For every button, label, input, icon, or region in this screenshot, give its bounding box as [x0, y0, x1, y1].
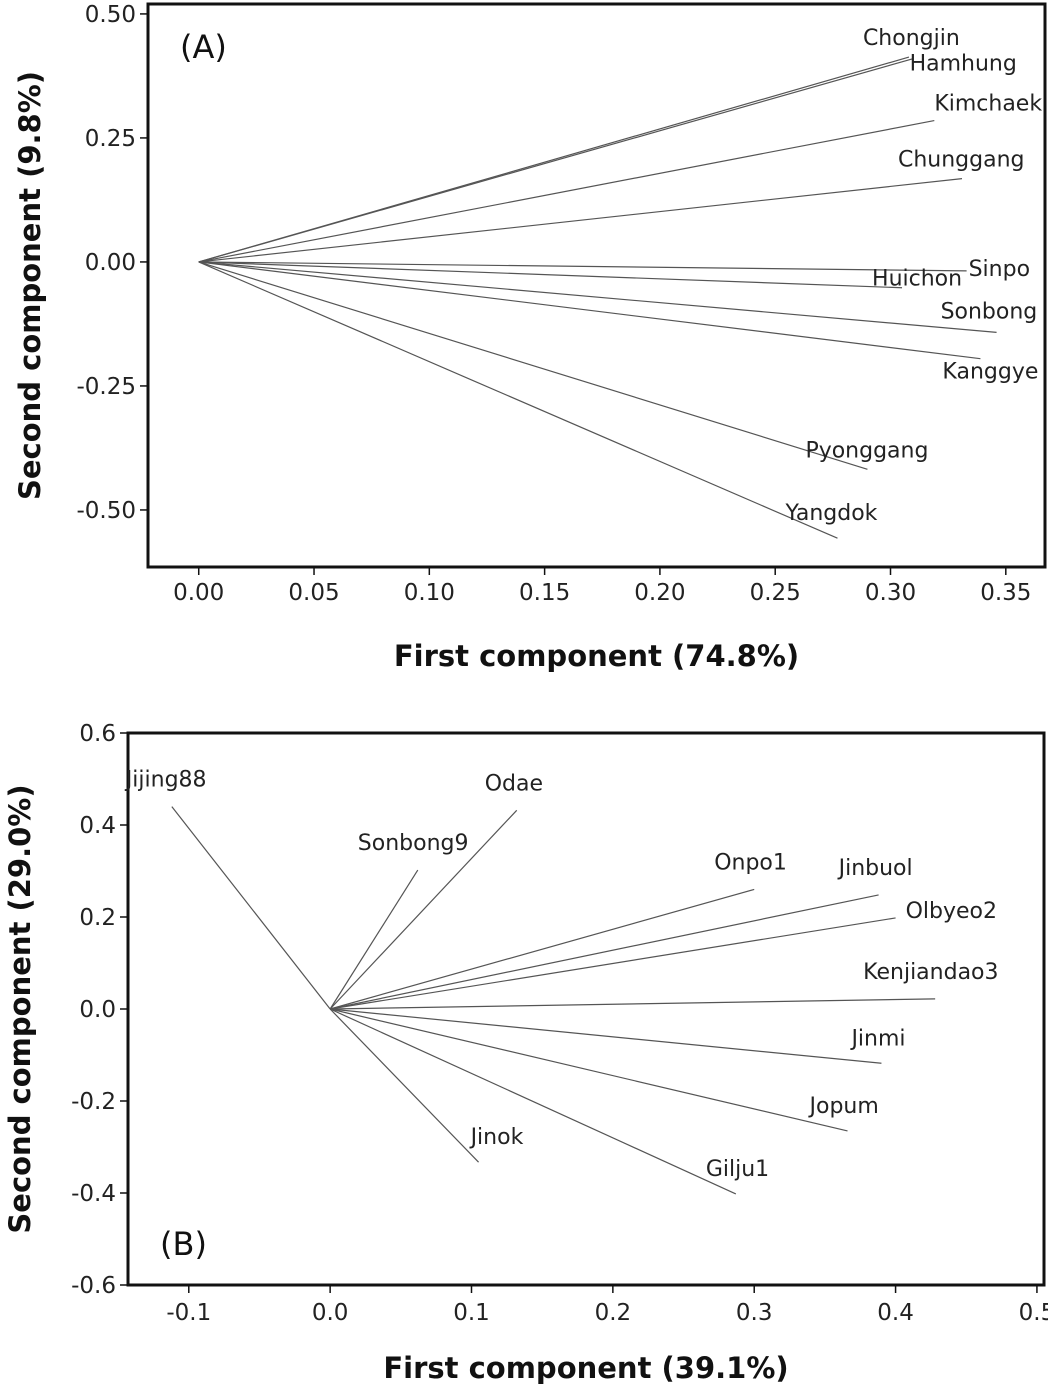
- vector-label-jijing88: Jijing88: [124, 768, 207, 793]
- vector-label-kanggye: Kanggye: [942, 360, 1038, 385]
- x-tick-label: 0.00: [173, 580, 224, 606]
- y-axis-title: Second component (9.8%): [13, 71, 47, 500]
- vector-kanggye: [198, 261, 981, 360]
- vector-jijing88: [171, 806, 331, 1010]
- y-tick-label: 0.6: [79, 721, 116, 747]
- x-tick-label: 0.15: [519, 580, 570, 606]
- x-tick-label: 0.1: [453, 1300, 490, 1326]
- vector-label-kenjiandao3: Kenjiandao3: [863, 960, 998, 985]
- vector-gilju1: [329, 1008, 737, 1195]
- x-tick-label: 0.2: [595, 1300, 632, 1326]
- plot-frame: [146, 2, 1047, 569]
- vector-label-olbyeo2: Olbyeo2: [906, 899, 997, 924]
- vector-huichon: [198, 261, 903, 289]
- vector-chunggang: [198, 178, 963, 263]
- x-tick-label: -0.1: [166, 1300, 211, 1326]
- vector-label-chongjin: Chongjin: [863, 26, 960, 51]
- x-tick-label: 0.35: [980, 580, 1031, 606]
- vector-sonbong: [198, 261, 997, 333]
- vector-label-jopum: Jopum: [808, 1094, 879, 1119]
- vector-jinbuol: [330, 894, 879, 1010]
- x-tick-label: 0.05: [288, 580, 339, 606]
- vector-label-odae: Odae: [485, 771, 543, 796]
- vector-label-jinbuol: Jinbuol: [837, 856, 913, 881]
- vector-label-yangdok: Yangdok: [784, 501, 877, 526]
- y-axis-title: Second component (29.0%): [3, 784, 37, 1233]
- x-tick-label: 0.25: [750, 580, 801, 606]
- vector-kenjiandao3: [330, 998, 936, 1010]
- panel-label: (B): [160, 1225, 207, 1263]
- vector-odae: [329, 809, 518, 1010]
- y-tick-label: 0.0: [79, 997, 116, 1023]
- vector-label-jinok: Jinok: [469, 1125, 524, 1150]
- vector-sonbong9: [329, 869, 419, 1010]
- x-tick-label: 0.10: [404, 580, 455, 606]
- vector-label-sinpo: Sinpo: [969, 257, 1030, 282]
- vector-pyonggang: [198, 261, 868, 470]
- vector-label-sonbong: Sonbong: [941, 299, 1038, 324]
- y-tick-label: 0.00: [85, 250, 136, 276]
- y-tick-label: 0.25: [85, 126, 136, 152]
- vector-label-jinmi: Jinmi: [849, 1026, 905, 1051]
- y-tick-label: 0.50: [85, 2, 136, 28]
- vector-jinok: [329, 1008, 479, 1163]
- vector-jinmi: [330, 1008, 882, 1064]
- plot-frame: [126, 731, 1046, 1287]
- y-tick-label: -0.50: [76, 498, 136, 524]
- y-tick-label: 0.4: [79, 813, 116, 839]
- panel-b: -0.1 0.0 0.1 0.2 0.3 0.4 0.5 0.6 0.4 0.2 0.0 -0.2 -0…: [3, 721, 1048, 1385]
- vector-label-gilju1: Gilju1: [706, 1157, 769, 1182]
- y-tick-label: -0.25: [76, 374, 136, 400]
- y-tick-label: 0.2: [79, 905, 116, 931]
- vector-label-kimchaek: Kimchaek: [934, 92, 1042, 117]
- x-tick-label: 0.5: [1019, 1300, 1048, 1326]
- x-tick-label: 0.30: [865, 580, 916, 606]
- y-tick-label: -0.6: [71, 1273, 116, 1299]
- x-tick-label: 0.20: [634, 580, 685, 606]
- vector-jopum: [330, 1008, 848, 1132]
- vector-label-sonbong9: Sonbong9: [358, 831, 469, 856]
- vector-sinpo: [198, 261, 967, 272]
- x-axis-title: First component (39.1%): [383, 1351, 788, 1385]
- y-tick-label: -0.2: [71, 1089, 116, 1115]
- x-tick-label: 0.3: [736, 1300, 773, 1326]
- vector-kimchaek: [198, 119, 935, 263]
- panel-label: (A): [180, 28, 227, 66]
- vector-hamhung: [198, 57, 914, 263]
- x-axis-title: First component (74.8%): [394, 639, 799, 673]
- vector-label-hamhung: Hamhung: [910, 52, 1017, 77]
- x-tick-label: 0.4: [877, 1300, 914, 1326]
- vector-label-pyonggang: Pyonggang: [805, 438, 928, 463]
- vector-olbyeo2: [330, 917, 896, 1010]
- vector-label-huichon: Huichon: [872, 267, 962, 292]
- y-tick-label: -0.4: [71, 1181, 116, 1207]
- vector-label-chunggang: Chunggang: [898, 148, 1025, 173]
- vector-onpo1: [329, 888, 755, 1010]
- x-tick-label: 0.0: [312, 1300, 349, 1326]
- vector-yangdok: [198, 261, 838, 539]
- vector-label-onpo1: Onpo1: [714, 850, 787, 875]
- panel-a: 0.00 0.05 0.10 0.15 0.20 0.25 0.30 0.35 0.50 0.25…: [13, 2, 1047, 673]
